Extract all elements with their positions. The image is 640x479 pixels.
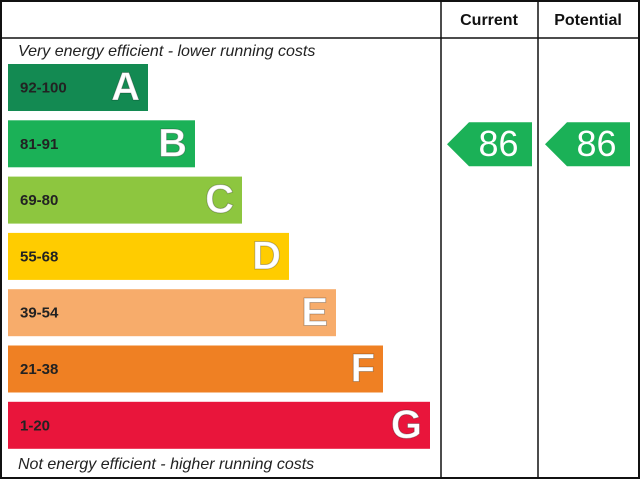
band-letter: B [158,121,187,165]
band-bar [8,345,383,393]
band-bar [8,64,148,111]
band-range: 1-20 [20,417,50,434]
band-bar [8,176,242,224]
bottom-note: Not energy efficient - higher running co… [18,456,314,473]
band-range: 55-68 [20,248,58,265]
band-range: 92-100 [20,79,67,96]
band-range: 69-80 [20,192,58,209]
band-letter: G [391,403,422,447]
band-letter: C [205,178,234,222]
potential-rating: 86 [576,123,616,164]
current-header: Current [460,12,518,29]
band-letter: F [351,347,375,391]
current-arrow [447,122,532,167]
band-range: 81-91 [20,136,58,153]
current-rating: 86 [478,123,518,164]
band-letter: A [111,65,140,109]
band-range: 39-54 [20,305,59,322]
potential-header: Potential [554,12,622,29]
band-bar [8,120,195,168]
potential-arrow [545,122,630,167]
top-note: Very energy efficient - lower running co… [18,43,315,60]
band-letter: E [301,290,328,334]
band-bar [8,289,336,337]
band-range: 21-38 [20,361,58,378]
band-bar [8,401,430,449]
band-letter: D [252,234,281,278]
band-bar [8,232,289,280]
